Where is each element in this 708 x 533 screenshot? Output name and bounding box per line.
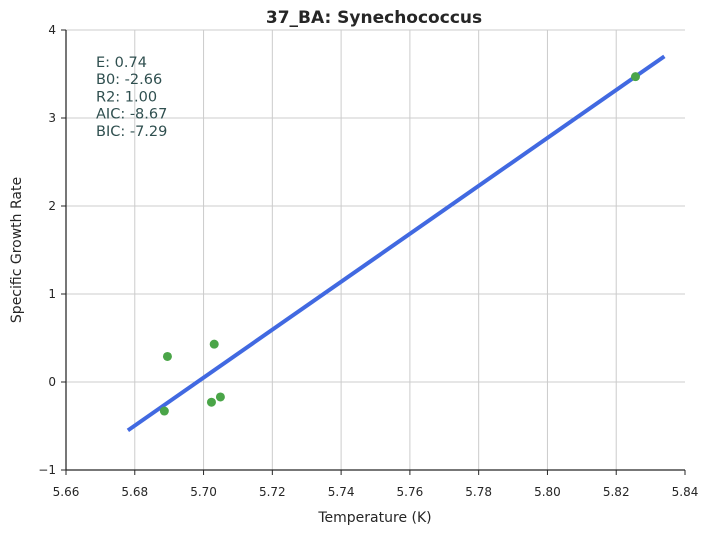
data-points (159, 72, 640, 416)
y-tick-label: 0 (48, 375, 56, 389)
x-tick-label: 5.80 (534, 485, 561, 499)
data-point (209, 339, 219, 349)
stat-line: E: 0.74 (96, 55, 147, 71)
y-tick-label: 3 (48, 111, 56, 125)
data-point (162, 351, 172, 361)
data-point (630, 72, 640, 82)
fit-line (126, 54, 666, 433)
data-point (159, 406, 169, 416)
x-tick-label: 5.70 (190, 485, 217, 499)
y-tick-label: 4 (48, 23, 56, 37)
data-point (215, 392, 225, 402)
x-axis-ticks: 5.66 5.68 5.70 5.72 5.74 5.76 5.78 5.80 5.82 5.84 (53, 470, 699, 499)
x-tick-label: 5.78 (465, 485, 492, 499)
y-axis-ticks: −1 0 1 2 3 4 (38, 23, 66, 477)
data-point (206, 397, 216, 407)
x-tick-label: 5.84 (672, 485, 699, 499)
y-tick-label: 1 (48, 287, 56, 301)
stat-line: B0: -2.66 (96, 72, 162, 88)
stat-line: R2: 1.00 (96, 89, 157, 105)
x-axis-label: Temperature (K) (317, 510, 431, 526)
stat-line: BIC: -7.29 (96, 124, 167, 140)
chart-title: 37_BA: Synechococcus (266, 8, 482, 28)
x-tick-label: 5.68 (121, 485, 148, 499)
x-tick-label: 5.76 (397, 485, 424, 499)
y-tick-label: 2 (48, 199, 56, 213)
x-tick-label: 5.72 (259, 485, 286, 499)
x-tick-label: 5.82 (603, 485, 630, 499)
grid (66, 29, 685, 470)
y-tick-label: −1 (38, 463, 56, 477)
x-tick-label: 5.74 (328, 485, 355, 499)
y-axis-label: Specific Growth Rate (9, 177, 25, 323)
axes-spines (65, 30, 685, 471)
x-tick-label: 5.66 (53, 485, 80, 499)
fit-line-group (126, 54, 666, 433)
stat-line: AIC: -8.67 (96, 107, 167, 123)
